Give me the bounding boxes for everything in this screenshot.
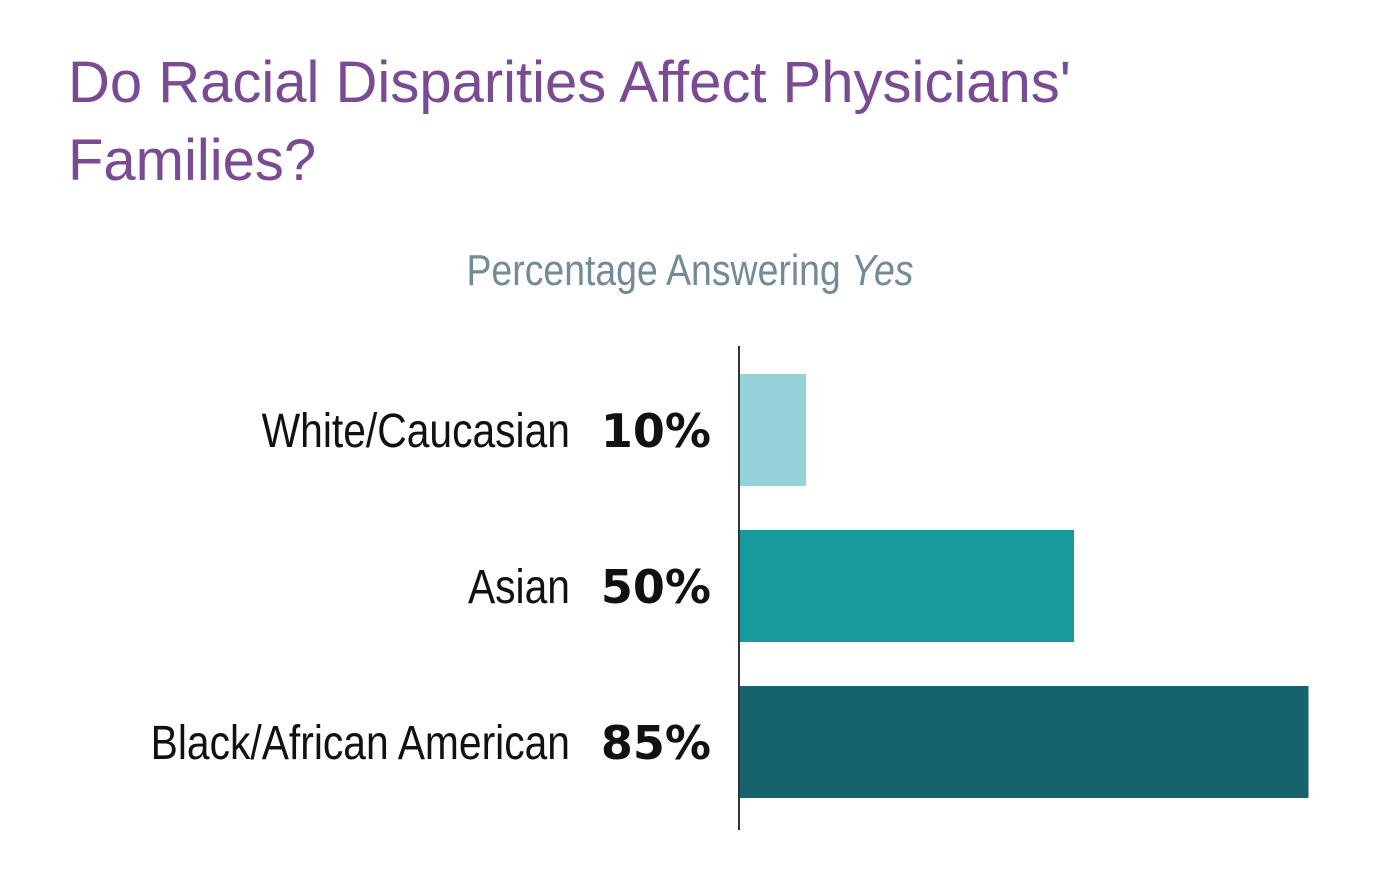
value-label: 50% bbox=[601, 560, 711, 614]
category-label: Black/African American bbox=[151, 717, 570, 770]
bar-1 bbox=[739, 530, 1074, 642]
subtitle-text: Percentage Answering bbox=[466, 246, 841, 295]
category-label: Asian bbox=[468, 561, 570, 614]
bar-2 bbox=[739, 686, 1309, 798]
chart-subtitle: Percentage Answering Yes bbox=[104, 246, 1277, 296]
chart-title: Do Racial Disparities Affect Physicians'… bbox=[68, 50, 1071, 193]
value-label: 85% bbox=[601, 716, 711, 770]
bar-0 bbox=[739, 374, 806, 486]
value-label: 10% bbox=[601, 404, 711, 458]
category-label: White/Caucasian bbox=[262, 405, 570, 458]
subtitle-emphasis: Yes bbox=[851, 246, 914, 295]
